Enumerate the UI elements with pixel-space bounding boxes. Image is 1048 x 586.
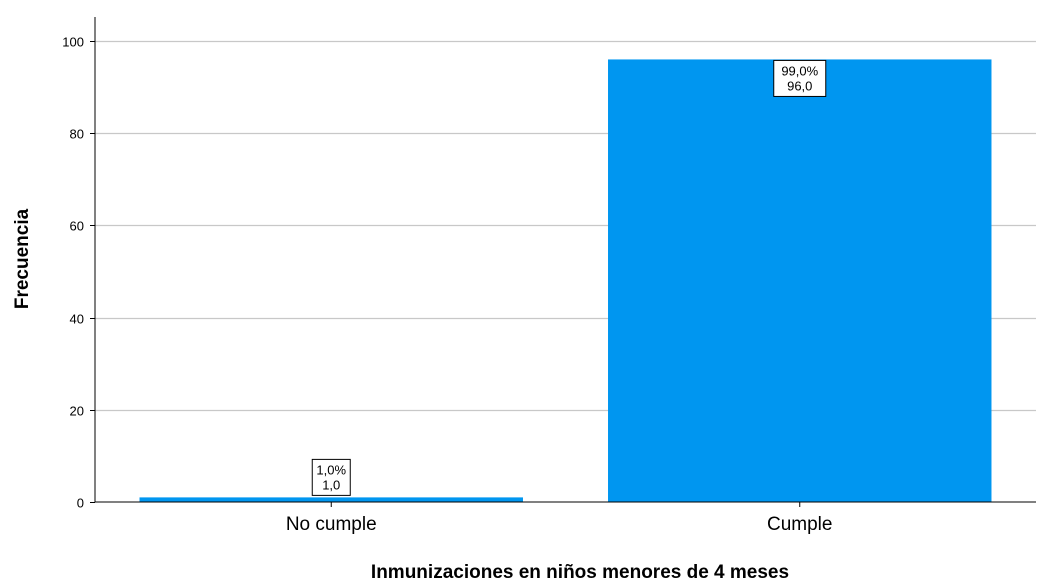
data-label-box (311, 458, 351, 496)
bars (139, 59, 992, 502)
data-label-count: 96,0 (787, 78, 812, 93)
data-label-count: 1,0 (322, 477, 340, 492)
y-tick-labels: 0 20 40 60 80 100 (62, 35, 95, 511)
x-tick-label: No cumple (286, 514, 377, 535)
y-axis-title: Frecuencia (12, 208, 33, 309)
bar (608, 59, 992, 502)
data-labels: 1,0%1,0 99,0%96,0 (311, 59, 827, 496)
bar (139, 497, 523, 502)
data-label-percent: 1,0% (316, 462, 346, 477)
x-tick-label: Cumple (767, 514, 832, 535)
y-tick-label: 100 (62, 35, 84, 50)
y-tick-label: 0 (77, 496, 84, 511)
y-tick-label: 80 (70, 127, 84, 142)
data-label-box (773, 59, 827, 97)
y-tick-label: 60 (70, 219, 84, 234)
data-label-percent: 99,0% (781, 63, 818, 78)
x-axis-title: Inmunizaciones en niños menores de 4 mes… (371, 562, 789, 583)
y-tick-label: 40 (70, 312, 84, 327)
axes (94, 17, 1036, 503)
y-tick-label: 20 (70, 404, 84, 419)
x-tick-labels: No cumple Cumple (286, 502, 832, 535)
